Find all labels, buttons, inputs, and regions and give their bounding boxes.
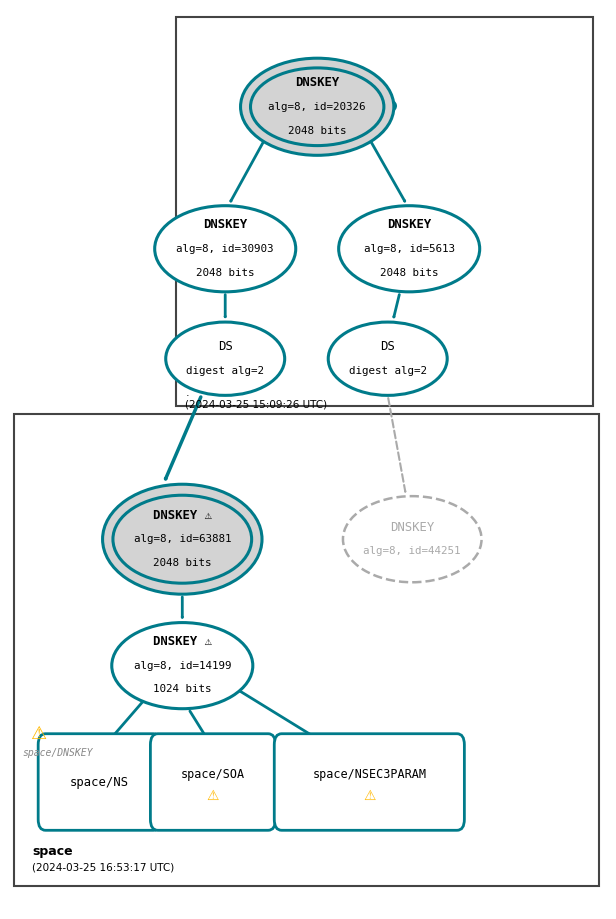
Text: .: . — [185, 388, 189, 398]
Ellipse shape — [339, 206, 480, 292]
Text: 1024 bits: 1024 bits — [153, 685, 211, 695]
Text: space/DNSKEY: space/DNSKEY — [23, 748, 93, 757]
Text: alg=8, id=44251: alg=8, id=44251 — [363, 546, 461, 556]
Text: DS: DS — [218, 340, 233, 353]
Text: DS: DS — [380, 340, 395, 353]
Ellipse shape — [328, 322, 447, 395]
Text: ⚠: ⚠ — [207, 789, 219, 803]
Text: alg=8, id=63881: alg=8, id=63881 — [134, 534, 231, 544]
FancyBboxPatch shape — [176, 17, 593, 406]
Text: 2048 bits: 2048 bits — [380, 267, 439, 278]
Text: DNSKEY: DNSKEY — [390, 521, 434, 534]
Text: alg=8, id=20326: alg=8, id=20326 — [269, 102, 366, 112]
Text: alg=8, id=14199: alg=8, id=14199 — [134, 661, 231, 671]
Text: (2024-03-25 15:09:26 UTC): (2024-03-25 15:09:26 UTC) — [185, 400, 328, 410]
Text: alg=8, id=5613: alg=8, id=5613 — [363, 244, 455, 254]
Text: DNSKEY ⚠: DNSKEY ⚠ — [153, 635, 212, 648]
FancyBboxPatch shape — [150, 733, 275, 830]
Text: digest alg=2: digest alg=2 — [186, 366, 264, 376]
Text: DNSKEY: DNSKEY — [387, 219, 431, 232]
FancyBboxPatch shape — [274, 733, 464, 830]
Text: (2024-03-25 16:53:17 UTC): (2024-03-25 16:53:17 UTC) — [32, 862, 174, 872]
Text: space: space — [32, 845, 73, 858]
Text: ⚠: ⚠ — [30, 725, 46, 743]
Text: space/NSEC3PARAM: space/NSEC3PARAM — [312, 768, 426, 781]
Ellipse shape — [240, 58, 394, 155]
Text: alg=8, id=30903: alg=8, id=30903 — [176, 244, 274, 254]
Text: space/NS: space/NS — [70, 776, 129, 789]
Ellipse shape — [343, 496, 482, 583]
Text: ⚠: ⚠ — [363, 789, 376, 803]
Ellipse shape — [111, 622, 253, 709]
Text: DNSKEY: DNSKEY — [295, 76, 339, 89]
Text: 2048 bits: 2048 bits — [196, 267, 254, 278]
Ellipse shape — [103, 484, 262, 595]
FancyBboxPatch shape — [14, 414, 599, 886]
Text: 2048 bits: 2048 bits — [153, 558, 211, 568]
Text: space/SOA: space/SOA — [181, 768, 245, 781]
Ellipse shape — [155, 206, 296, 292]
Text: DNSKEY: DNSKEY — [203, 219, 248, 232]
Ellipse shape — [166, 322, 285, 395]
Text: digest alg=2: digest alg=2 — [349, 366, 427, 376]
Text: 2048 bits: 2048 bits — [288, 126, 346, 136]
FancyBboxPatch shape — [38, 733, 161, 830]
Text: DNSKEY ⚠: DNSKEY ⚠ — [153, 509, 212, 522]
